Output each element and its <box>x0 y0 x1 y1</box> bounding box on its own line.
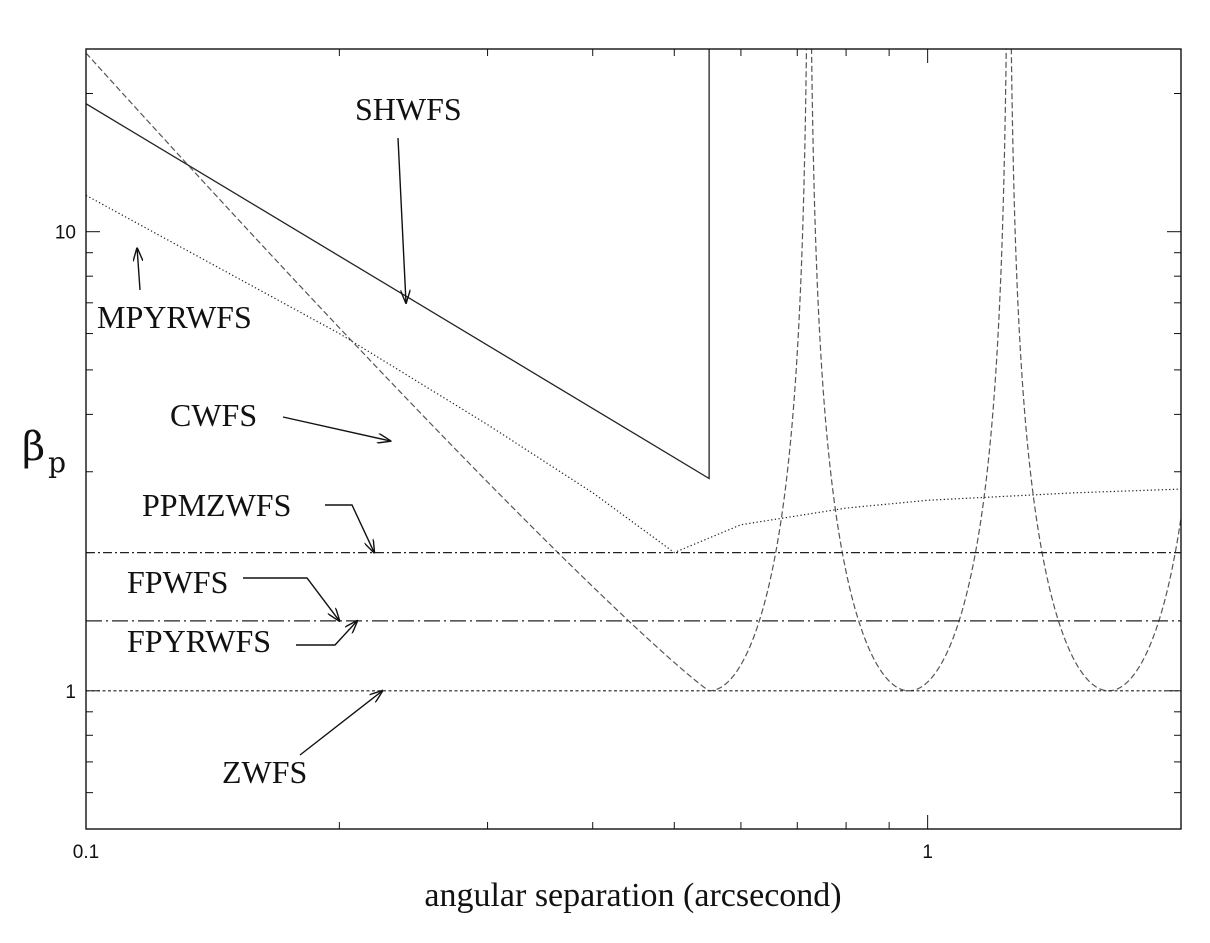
x-axis-label: angular separation (arcsecond) <box>424 877 841 914</box>
x-tick-label: 1 <box>922 842 933 863</box>
axis-ticks <box>85 49 1182 830</box>
annotation-label-ppmzwfs: PPMZWFS <box>142 487 291 523</box>
annotation-label-cwfs: CWFS <box>170 397 257 433</box>
annotation-label-shwfs: SHWFS <box>355 91 462 127</box>
annotation-label-zwfs: ZWFS <box>222 754 307 790</box>
annotations: SHWFS MPYRWFS CWFS PPMZWFS FPWFS FPYRWFS ZWFS <box>97 91 462 790</box>
annotation-arrow-ppmzwfs <box>325 504 374 553</box>
y-tick-label: 10 <box>55 223 76 244</box>
annotation-label-fpwfs: FPWFS <box>127 564 228 600</box>
series-cwfs <box>86 49 1181 692</box>
annotation-label-fpyrwfs: FPYRWFS <box>127 623 271 659</box>
annotation-label-mpyrwfs: MPYRWFS <box>97 299 252 335</box>
annotation-arrow-shwfs <box>397 137 406 303</box>
annotation-arrow-fpwfs <box>243 577 339 621</box>
x-tick-label: 0.1 <box>73 842 99 863</box>
y-axis-label-subscript: p <box>48 446 66 479</box>
annotation-arrow-mpyrwfs <box>137 248 140 291</box>
annotation-arrow-fpyrwfs <box>296 621 357 646</box>
plot-frame <box>85 48 1182 830</box>
series-layer <box>86 49 1181 692</box>
annotation-arrow-cwfs <box>282 416 390 441</box>
y-tick-label: 1 <box>65 682 76 703</box>
annotation-arrow-zwfs <box>299 691 382 756</box>
series-shwfs <box>86 49 710 480</box>
y-axis-label-main: β <box>22 424 45 470</box>
tick-labels: 0.1 1 1 10 <box>55 223 933 863</box>
